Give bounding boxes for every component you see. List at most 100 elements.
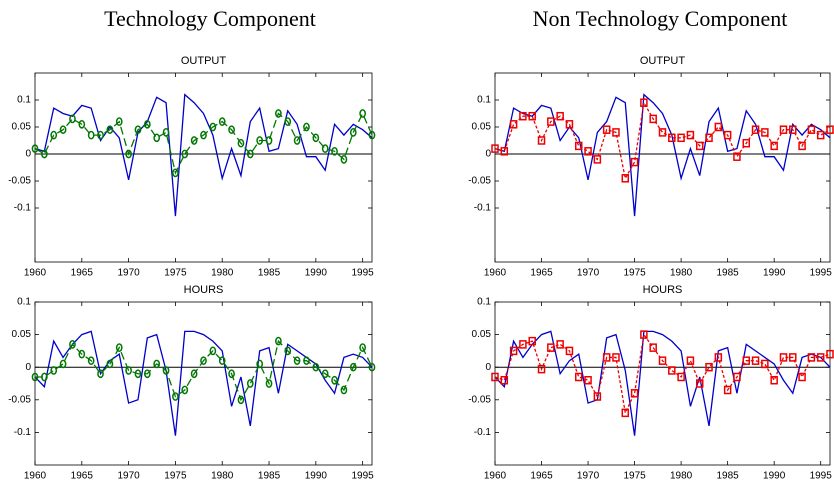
marker (621, 174, 630, 183)
marker (69, 114, 76, 124)
x-tick-label: 1990 (763, 471, 786, 482)
marker (602, 125, 611, 134)
x-tick-label: 1980 (670, 268, 693, 279)
marker (491, 372, 499, 382)
marker (209, 346, 217, 356)
x-tick-label: 1995 (352, 268, 375, 279)
marker (649, 343, 657, 352)
marker (31, 144, 39, 153)
marker (491, 144, 499, 153)
marker (509, 346, 518, 356)
marker (368, 130, 376, 140)
marker (256, 359, 264, 369)
marker (686, 130, 695, 140)
marker (349, 128, 357, 137)
plot-frame (494, 72, 831, 263)
series-line (494, 93, 831, 217)
marker (789, 353, 797, 362)
marker (312, 133, 320, 143)
y-tick-label: 0.1 (17, 95, 31, 106)
marker (640, 330, 648, 339)
x-tick-label: 1990 (305, 268, 328, 279)
marker (733, 372, 741, 382)
y-tick-label: 0 (485, 362, 491, 373)
x-tick-label: 1965 (71, 471, 94, 482)
plot-frame (494, 301, 831, 466)
marker (519, 340, 527, 349)
y-tick-label: 0.1 (477, 95, 491, 106)
y-tick-label: 0.1 (477, 297, 491, 308)
marker (368, 362, 376, 372)
x-tick-label: 1990 (305, 471, 328, 482)
marker (143, 369, 151, 379)
marker (770, 375, 778, 385)
marker (237, 395, 245, 405)
marker (200, 356, 207, 366)
marker (106, 125, 114, 135)
marker (115, 117, 123, 126)
marker (181, 149, 189, 159)
marker (621, 408, 630, 418)
marker (190, 369, 198, 379)
y-tick-label: 0 (25, 149, 31, 160)
marker (602, 353, 611, 362)
x-tick-label: 1985 (717, 268, 740, 279)
marker (547, 117, 555, 126)
marker (246, 379, 254, 388)
series-line (34, 330, 373, 436)
series-line (494, 332, 831, 415)
marker (349, 362, 357, 372)
marker (106, 359, 114, 369)
marker (359, 343, 366, 352)
marker (714, 353, 723, 362)
marker (630, 157, 639, 167)
x-tick-label: 1965 (71, 268, 94, 279)
panel-title: HOURS (643, 284, 683, 296)
marker (172, 168, 179, 178)
marker (593, 392, 602, 401)
marker (770, 141, 778, 151)
y-tick-label: 0.05 (12, 122, 32, 133)
y-tick-label: 0.05 (12, 329, 32, 340)
y-tick-label: -0.1 (474, 427, 492, 438)
x-tick-label: 1970 (117, 268, 140, 279)
marker (500, 375, 509, 385)
marker (265, 136, 273, 145)
marker (153, 359, 161, 369)
marker (340, 155, 348, 164)
x-tick-label: 1970 (577, 471, 600, 482)
x-tick-label: 1975 (164, 268, 187, 279)
y-tick-label: 0.05 (472, 122, 492, 133)
panel: HOURS 0.1 0.05 0 -0.05 -0.1 1960 1965 1970 1975 19… (468, 284, 834, 482)
x-tick-label: 1975 (623, 471, 646, 482)
marker (293, 356, 301, 366)
marker (789, 125, 797, 134)
marker (50, 366, 58, 375)
marker (519, 111, 527, 121)
marker (275, 109, 282, 118)
y-tick-label: 0 (25, 362, 31, 373)
marker (686, 356, 695, 365)
marker (816, 130, 825, 140)
marker (246, 149, 254, 159)
marker (78, 119, 86, 129)
marker (87, 356, 95, 366)
marker (705, 133, 713, 143)
marker (256, 136, 264, 145)
marker (658, 128, 667, 137)
marker (714, 122, 723, 132)
marker (69, 340, 76, 349)
column-title: Non Technology Component (533, 6, 788, 31)
marker (331, 146, 338, 156)
marker (97, 130, 104, 140)
marker (303, 122, 310, 132)
y-tick-label: -0.05 (8, 176, 31, 187)
marker (677, 133, 685, 143)
marker (761, 128, 769, 137)
marker (321, 369, 329, 379)
marker (181, 385, 189, 395)
x-tick-label: 1960 (484, 471, 507, 482)
marker (125, 149, 132, 159)
marker (41, 149, 48, 159)
